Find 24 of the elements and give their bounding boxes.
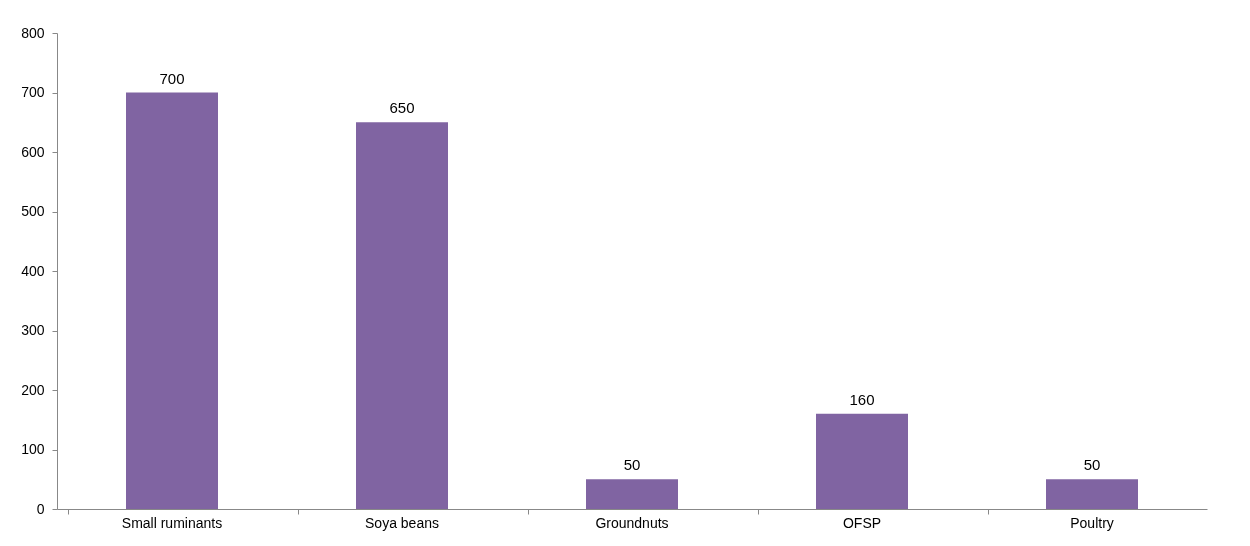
x-tick-label: OFSP [842, 514, 882, 531]
bar [586, 479, 678, 509]
y-tick-label: 300 [21, 322, 45, 338]
y-tick-label: 0 [36, 500, 45, 517]
data-label: 160 [849, 390, 875, 408]
data-label: 650 [389, 99, 415, 117]
y-tick-label: 500 [21, 203, 45, 219]
bar [126, 92, 218, 509]
data-label: 50 [623, 456, 641, 474]
data-label: 700 [159, 69, 185, 87]
x-tick-label: Groundnuts [595, 514, 669, 531]
x-tick-label: Soya beans [365, 514, 439, 531]
y-tick-label: 400 [21, 262, 45, 279]
data-label: 50 [1083, 456, 1101, 474]
y-tick-label: 700 [21, 84, 45, 100]
y-tick-label: 800 [21, 24, 45, 41]
x-tick-label: Poultry [1070, 514, 1114, 531]
y-tick-label: 200 [21, 381, 45, 398]
y-tick-label: 600 [21, 143, 45, 160]
bar [816, 413, 908, 509]
y-tick-label: 100 [21, 441, 45, 457]
bar [356, 122, 448, 509]
bar [1046, 479, 1138, 509]
x-tick-label: Small ruminants [121, 514, 223, 531]
